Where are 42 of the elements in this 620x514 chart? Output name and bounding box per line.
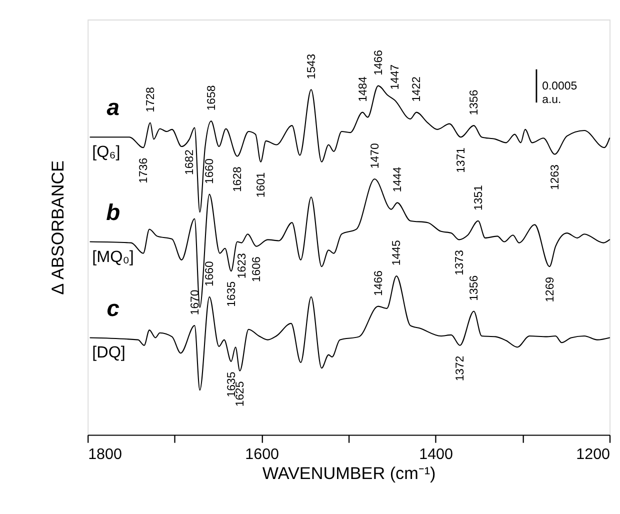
x-axis-title: WAVENUMBER (cm⁻¹) (262, 463, 436, 484)
annotation: 1447 (389, 64, 402, 90)
annotation: 1606 (251, 256, 264, 282)
annotation: 1658 (206, 85, 218, 111)
annotation: 1466 (372, 270, 385, 296)
series-label: a (106, 94, 120, 120)
annotation: 1660 (204, 261, 216, 287)
annotation: 1670 (189, 290, 202, 316)
x-tick-label: 1200 (576, 446, 610, 464)
annotation: 1371 (456, 147, 468, 173)
annotation: [MQ₀] (92, 248, 134, 266)
annotation: 1372 (454, 356, 467, 382)
annotation: 1263 (550, 164, 562, 190)
y-axis-title: Δ ABSORBANCE (47, 160, 68, 295)
annotation: [DQ] (92, 344, 126, 362)
annotation: 1356 (468, 90, 481, 116)
annotation: 1470 (369, 143, 382, 169)
annotation: 1601 (256, 172, 268, 198)
x-tick-label: 1400 (419, 446, 453, 464)
x-tick-label: 1800 (88, 446, 122, 464)
annotation: 1543 (306, 54, 318, 80)
annotation: 1351 (472, 185, 485, 210)
annotation: 1356 (468, 275, 481, 301)
annotation: 1736 (138, 158, 150, 184)
annotation: 1269 (544, 276, 556, 302)
annotation: 1635 (226, 281, 238, 307)
series-label: b (106, 198, 120, 225)
annotation: 1373 (454, 250, 466, 276)
annotation: 1628 (232, 166, 244, 192)
annotation: 1484 (357, 76, 370, 102)
annotation: 1422 (411, 76, 424, 102)
series-label: c (106, 294, 120, 321)
annotation: 1660 (204, 158, 216, 184)
annotation: 1444 (392, 166, 404, 192)
annotation: 0.0005 a.u. (542, 80, 578, 106)
annotation: 1682 (184, 150, 196, 175)
annotation: 1445 (391, 240, 404, 266)
annotation: 1623 (236, 253, 248, 279)
annotation: 1728 (145, 87, 158, 112)
annotation: [Q₆] (92, 143, 120, 162)
x-tick-label: 1600 (245, 446, 279, 464)
annotation: 1466 (372, 50, 385, 76)
